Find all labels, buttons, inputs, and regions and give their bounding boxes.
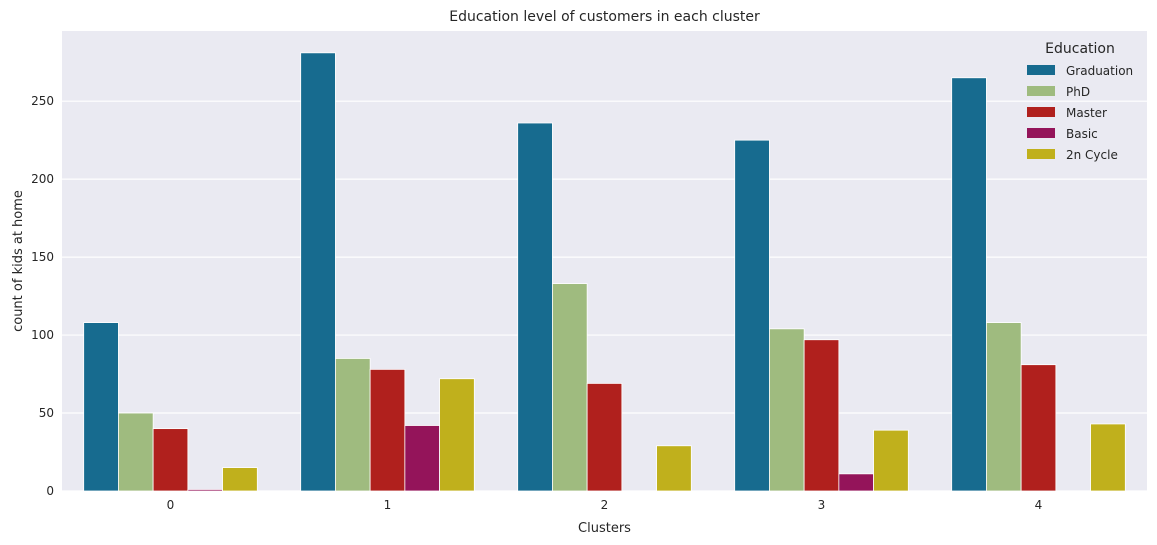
y-tick-label: 200 (31, 172, 54, 186)
legend-label: Master (1066, 106, 1107, 120)
bar-graduation-cluster-4 (951, 77, 987, 492)
bar-master-cluster-3 (803, 339, 840, 492)
bar-2n-cycle-cluster-2 (656, 445, 692, 492)
bar-2n-cycle-cluster-1 (439, 378, 475, 492)
legend-label: Graduation (1066, 64, 1133, 78)
bar-master-cluster-0 (152, 428, 189, 492)
bar-phd-cluster-4 (986, 322, 1022, 492)
legend-title: Education (1045, 41, 1115, 57)
y-tick-label: 0 (46, 484, 54, 498)
legend-swatch (1027, 65, 1055, 75)
legend-label: Basic (1066, 127, 1098, 141)
y-axis-label: count of kids at home (11, 190, 26, 332)
y-tick-label: 50 (39, 406, 54, 420)
legend-label: 2n Cycle (1066, 148, 1118, 162)
bar-phd-cluster-2 (552, 283, 588, 492)
bar-master-cluster-4 (1020, 364, 1057, 492)
y-tick-label: 250 (31, 94, 54, 108)
legend-swatch (1027, 128, 1055, 138)
bar-2n-cycle-cluster-0 (222, 467, 258, 492)
x-tick-label: 2 (601, 498, 609, 512)
bar-graduation-cluster-1 (300, 52, 336, 492)
legend-swatch (1027, 149, 1055, 159)
bar-2n-cycle-cluster-3 (873, 429, 909, 492)
x-tick-label: 1 (384, 498, 392, 512)
legend-swatch (1027, 107, 1055, 117)
legend-swatch (1027, 86, 1055, 96)
bar-phd-cluster-1 (335, 358, 371, 492)
bar-basic-cluster-3 (838, 473, 874, 492)
bar-basic-cluster-1 (404, 425, 440, 492)
bar-2n-cycle-cluster-4 (1090, 423, 1126, 492)
bar-graduation-cluster-0 (83, 322, 119, 492)
x-tick-label: 0 (167, 498, 175, 512)
bar-phd-cluster-0 (118, 412, 154, 492)
bar-phd-cluster-3 (769, 328, 805, 492)
bar-basic-cluster-0 (187, 489, 223, 492)
legend-label: PhD (1066, 85, 1090, 99)
bar-graduation-cluster-2 (517, 122, 553, 492)
x-axis-ticks: 0 1 2 3 4 (167, 498, 1043, 512)
bars (83, 52, 1126, 492)
bar-graduation-cluster-3 (734, 139, 770, 492)
y-tick-label: 100 (31, 328, 54, 342)
y-axis-ticks: 0 50 100 150 200 250 (31, 94, 54, 498)
legend: Education Graduation PhD Master Basic 2n Cyc… (1027, 41, 1133, 162)
bar-master-cluster-1 (369, 368, 406, 492)
x-axis-label: Clusters (578, 521, 631, 536)
x-tick-label: 4 (1035, 498, 1043, 512)
chart-title: Education level of customers in each clu… (449, 9, 760, 25)
x-tick-label: 3 (818, 498, 826, 512)
y-tick-label: 150 (31, 250, 54, 264)
bar-master-cluster-2 (586, 383, 623, 492)
